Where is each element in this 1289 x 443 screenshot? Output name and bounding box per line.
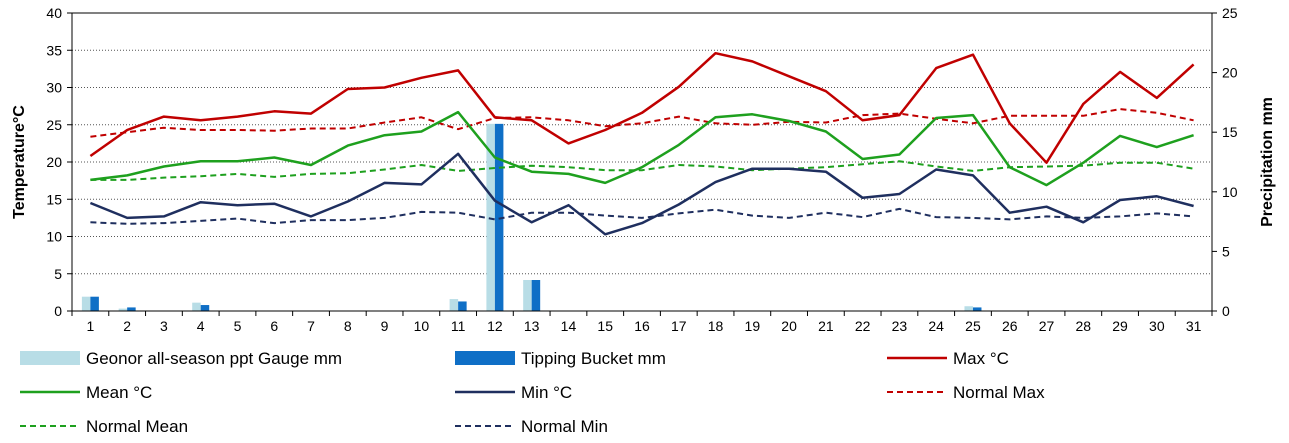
mean-c-line (90, 110, 1194, 187)
geonor-bar (964, 306, 973, 311)
y-right-tick-label: 25 (1222, 5, 1238, 21)
x-tick-label: 3 (160, 318, 168, 334)
legend-label: Mean °C (86, 383, 152, 402)
temperature-lines (89, 51, 1195, 236)
geonor-bar (118, 308, 128, 311)
y-left-tick-label: 25 (46, 117, 62, 133)
x-tick-label: 7 (307, 318, 315, 334)
x-tick-label: 27 (1039, 318, 1055, 334)
y-left-tick-label: 30 (46, 80, 62, 96)
legend-swatch (20, 351, 80, 365)
tipping-bucket-bar (972, 307, 982, 311)
x-tick-label: 19 (745, 318, 761, 334)
x-tick-label: 16 (634, 318, 650, 334)
x-tick-label: 8 (344, 318, 352, 334)
x-tick-label: 26 (1002, 318, 1018, 334)
normal-min-line (90, 207, 1194, 225)
normal-max-line (90, 108, 1194, 138)
x-tick-label: 20 (781, 318, 797, 334)
y-right-tick-label: 15 (1222, 124, 1238, 140)
y-right-tick-label: 5 (1222, 243, 1230, 259)
x-tick-label: 17 (671, 318, 687, 334)
legend-label: Tipping Bucket mm (521, 349, 666, 368)
x-tick-label: 31 (1186, 318, 1202, 334)
x-tick-label: 28 (1076, 318, 1092, 334)
geonor-bar (449, 299, 459, 311)
y-axis-right-title: Precipitation mm (1259, 97, 1276, 227)
geonor-bar (81, 296, 91, 311)
tipping-bucket-bar (200, 305, 210, 311)
x-tick-label: 30 (1149, 318, 1165, 334)
tipping-bucket-bar (531, 280, 541, 311)
y-left-tick-label: 35 (46, 42, 62, 58)
gridlines (72, 49, 1212, 275)
y-left-tick-label: 15 (46, 191, 62, 207)
x-tick-label: 10 (414, 318, 430, 334)
x-tick-label: 4 (197, 318, 205, 334)
legend-label: Min °C (521, 383, 572, 402)
legend-label: Normal Mean (86, 417, 188, 436)
x-tick-label: 22 (855, 318, 871, 334)
precipitation-bars (81, 123, 982, 311)
x-tick-label: 12 (487, 318, 503, 334)
legend-label: Geonor all-season ppt Gauge mm (86, 349, 342, 368)
x-tick-label: 5 (234, 318, 242, 334)
x-tick-label: 18 (708, 318, 724, 334)
x-tick-label: 9 (381, 318, 389, 334)
legend-label: Max °C (953, 349, 1009, 368)
geonor-bar (192, 302, 201, 311)
x-tick-label: 2 (123, 318, 131, 334)
y-right-tick-label: 10 (1222, 184, 1238, 200)
tipping-bucket-bar (458, 301, 467, 311)
y-left-tick-label: 10 (46, 229, 62, 245)
y-left-tick-label: 5 (54, 266, 62, 282)
x-tick-label: 21 (818, 318, 834, 334)
x-tick-label: 6 (270, 318, 278, 334)
x-tick-label: 13 (524, 318, 540, 334)
y-right-tick-label: 20 (1222, 65, 1238, 81)
legend-swatch (455, 351, 515, 365)
y-axis-left-title: Temperature°C (11, 105, 28, 219)
tipping-bucket-bar (494, 123, 504, 311)
x-tick-label: 14 (561, 318, 577, 334)
y-right-tick-label: 0 (1222, 303, 1230, 319)
geonor-bar (486, 123, 495, 311)
x-tick-label: 1 (86, 318, 94, 334)
x-tick-label: 29 (1112, 318, 1128, 334)
tipping-bucket-bar (90, 296, 99, 311)
x-tick-label: 25 (965, 318, 981, 334)
geonor-bar (523, 280, 532, 311)
legend-label: Normal Max (953, 383, 1045, 402)
y-left-tick-label: 0 (54, 303, 62, 319)
tipping-bucket-bar (127, 307, 136, 311)
y-left-tick-label: 40 (46, 5, 62, 21)
chart-legend: Geonor all-season ppt Gauge mm Tipping Bu… (20, 349, 1045, 436)
x-tick-label: 24 (928, 318, 944, 334)
x-tick-label: 11 (451, 318, 466, 334)
x-tick-label: 15 (597, 318, 613, 334)
legend-label: Normal Min (521, 417, 608, 436)
y-left-tick-label: 20 (46, 154, 62, 170)
x-tick-label: 23 (892, 318, 908, 334)
min-c-line (89, 152, 1194, 236)
max-c-line (89, 51, 1195, 164)
